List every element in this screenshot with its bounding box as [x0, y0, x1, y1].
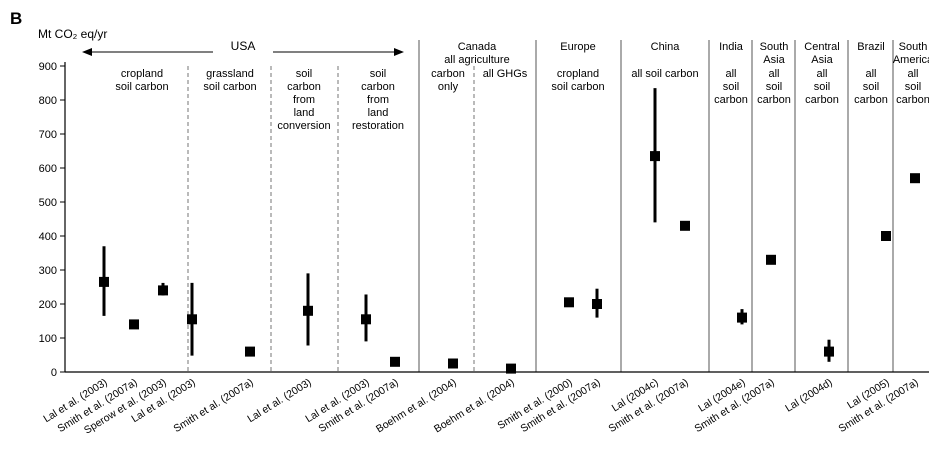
- panel-letter: B: [10, 9, 22, 28]
- x-tick-labels: Lal et al. (2003)Smith et al. (2007a)Spe…: [41, 376, 920, 436]
- region-header-brazil: Brazil: [857, 41, 885, 53]
- data-point-marker: [564, 297, 574, 308]
- data-point-marker: [448, 358, 458, 369]
- data-point-marker: [99, 276, 109, 287]
- data-point-marker: [361, 314, 371, 325]
- x-tick-label: Lal et al. (2003): [245, 376, 313, 425]
- group-label: cropland soil carbon: [115, 68, 168, 93]
- usa-arrow-left-head: [82, 48, 92, 56]
- data-point-marker: [129, 319, 139, 330]
- region-header-all-agriculture: all agriculture: [444, 54, 509, 66]
- group-label: soil carbon from land conversion: [277, 68, 330, 132]
- y-tick-label: 400: [39, 231, 57, 243]
- y-tick-label: 200: [39, 299, 57, 311]
- data-point-marker: [187, 314, 197, 325]
- data-point-marker: [303, 305, 313, 316]
- y-axis-label: Mt CO₂ eq/yr: [38, 27, 107, 41]
- data-point-marker: [158, 285, 168, 296]
- region-header-usa: USA: [231, 39, 256, 53]
- group-label: carbon only: [431, 68, 465, 93]
- axes: 0 100 200 300 400 500 600 700 800 900: [39, 61, 929, 379]
- y-tick-label: 0: [51, 367, 57, 379]
- y-tick-label: 700: [39, 129, 57, 141]
- region-header-india: India: [719, 41, 744, 53]
- y-tick-label: 800: [39, 95, 57, 107]
- data-point-marker: [824, 346, 834, 357]
- group-labels: cropland soil carbon grassland soil carbon s…: [115, 68, 929, 132]
- group-label: all soil carbon: [854, 68, 888, 106]
- data-point-marker: [680, 220, 690, 231]
- data-point-marker: [245, 346, 255, 357]
- data-point-marker: [650, 151, 660, 162]
- region-header-south-asia: South Asia: [760, 41, 789, 66]
- y-tick-label: 300: [39, 265, 57, 277]
- group-label: all GHGs: [483, 68, 528, 80]
- group-label: grassland soil carbon: [203, 68, 256, 93]
- region-header-canada: Canada: [458, 41, 497, 53]
- y-tick-label: 100: [39, 333, 57, 345]
- data-point-marker: [592, 299, 602, 309]
- region-header-europe: Europe: [560, 41, 595, 53]
- y-tick-label: 600: [39, 163, 57, 175]
- region-header-south-america: SouthAmerica: [893, 41, 929, 66]
- data-points: [99, 88, 920, 374]
- x-tick-label: Lal (2004d): [783, 376, 834, 414]
- y-tick-label: 900: [39, 61, 57, 73]
- group-label: all soil carbon: [805, 68, 839, 106]
- data-point-marker: [910, 173, 920, 184]
- data-point-marker: [737, 312, 747, 323]
- group-label: soil carbon from land restoration: [352, 68, 404, 132]
- group-label: all soil carbon: [757, 68, 791, 106]
- region-header-central-asia: Central Asia: [804, 41, 839, 66]
- y-tick-label: 500: [39, 197, 57, 209]
- usa-arrow-right-head: [394, 48, 404, 56]
- data-point-marker: [766, 254, 776, 265]
- group-label: all soil carbon: [714, 68, 748, 106]
- region-header-china: China: [651, 41, 681, 53]
- group-label: all soil carbon: [631, 68, 698, 80]
- data-point-marker: [506, 363, 516, 374]
- group-label: all soil carbon: [896, 68, 929, 106]
- data-point-marker: [390, 356, 400, 367]
- data-point-marker: [881, 231, 891, 241]
- group-label: cropland soil carbon: [551, 68, 604, 93]
